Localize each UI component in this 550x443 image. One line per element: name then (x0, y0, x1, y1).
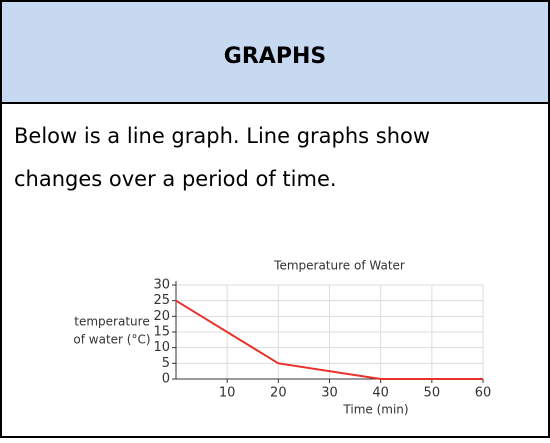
y-tick-label: 15 (153, 325, 170, 340)
y-tick-label: 5 (162, 356, 170, 371)
y-tick-label: 30 (153, 278, 170, 293)
header-box (0, 0, 550, 104)
y-tick-label: 0 (162, 372, 170, 387)
chart-title: Temperature of Water (273, 259, 405, 273)
y-tick-label: 20 (153, 309, 170, 324)
y-axis-label: of water (°C) (73, 333, 150, 347)
x-tick-label: 10 (219, 386, 236, 401)
y-tick-label: 10 (153, 340, 170, 355)
body-line: Below is a line graph. Line graphs show (14, 124, 430, 148)
header-title: GRAPHS (224, 44, 326, 69)
x-tick-label: 60 (475, 386, 492, 401)
x-tick-label: 30 (321, 386, 338, 401)
data-line (175, 299, 483, 380)
body-line: changes over a period of time. (14, 167, 337, 191)
x-axis-label: Time (min) (342, 403, 408, 417)
x-tick-label: 20 (270, 386, 287, 401)
chart: Temperature of Water temperature of water … (73, 259, 491, 417)
y-axis-label: temperature (74, 315, 149, 329)
x-tick-label: 40 (372, 386, 389, 401)
x-tick-label: 50 (424, 386, 441, 401)
y-tick-label: 25 (153, 293, 170, 308)
